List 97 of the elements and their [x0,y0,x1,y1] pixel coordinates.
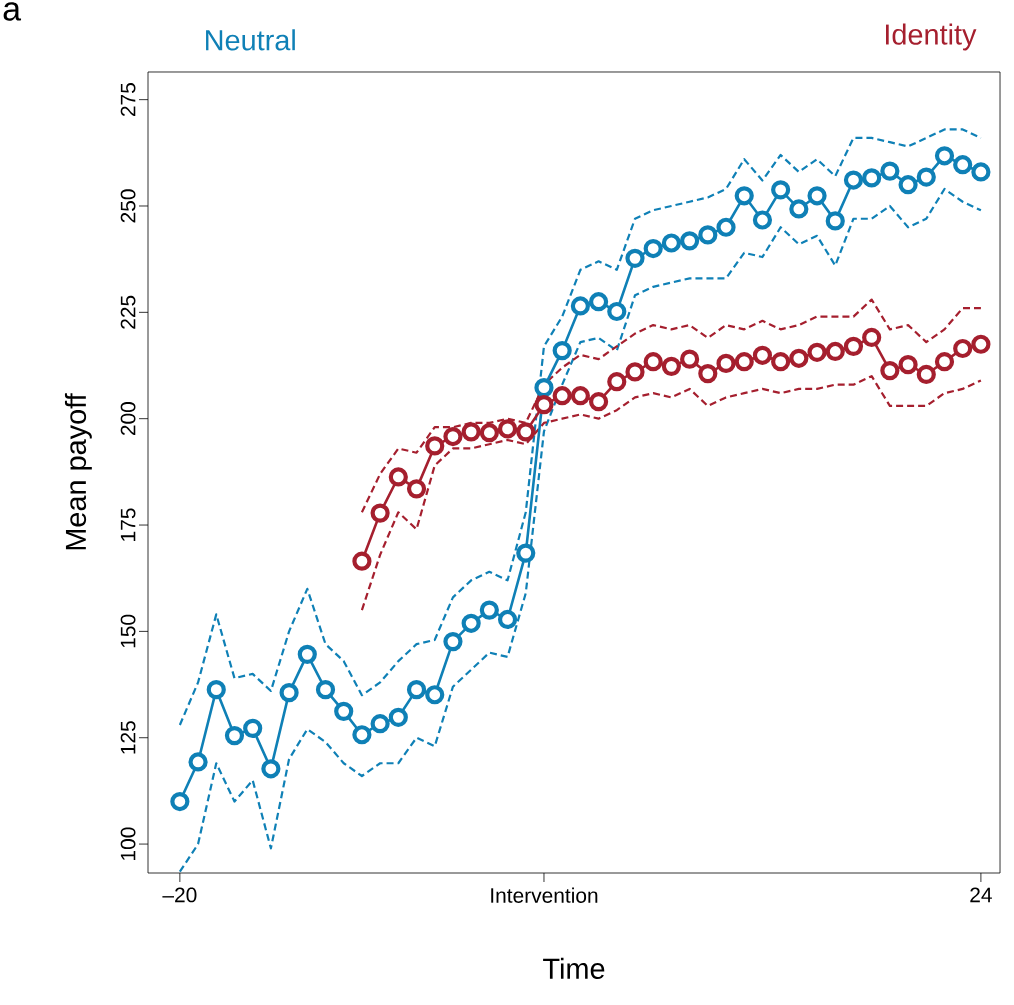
point [734,186,754,206]
point [843,336,864,356]
text: Neutral [206,29,295,51]
point [843,170,864,190]
point [771,352,791,372]
point [752,210,773,230]
point [370,503,390,523]
y-tick-label: 250 [120,189,136,223]
y-tick-label: 150 [120,614,136,648]
point [934,352,955,372]
point [752,345,773,365]
point [479,600,499,620]
point [625,248,645,268]
point [771,180,791,200]
point [680,349,700,369]
point [880,361,900,381]
point [534,395,554,415]
point [497,419,518,439]
point [297,644,317,664]
point [443,426,463,447]
point [971,334,991,354]
point [916,167,936,187]
point [388,707,408,727]
point [643,238,663,259]
text: a [3,2,22,21]
point [170,791,190,812]
point [588,392,609,412]
point [825,211,845,231]
point [443,631,463,652]
point [425,685,445,705]
x-axis-title: Time [543,957,605,979]
point [716,353,736,373]
y-tick-label: 125 [120,721,136,754]
point [588,292,609,312]
point [425,436,445,456]
point [406,479,427,499]
point [206,680,226,700]
point [388,467,408,487]
y-tick-label: 200 [120,402,136,436]
line-series [178,128,982,727]
point [898,175,918,195]
y-axis-title: Mean payoff [64,393,92,550]
point [789,348,809,368]
point [789,199,809,219]
point [570,386,590,406]
point [607,372,627,392]
point [862,327,882,348]
point [516,422,536,442]
point [953,155,973,175]
point [807,342,827,362]
x-tick-label: Intervention [491,887,598,903]
point [188,752,208,772]
point [625,362,645,382]
point [661,233,682,253]
point [461,613,481,633]
text: Identity [886,23,977,51]
point [880,161,900,181]
point [862,168,882,188]
point [315,680,336,700]
point [334,701,354,721]
point [698,225,718,245]
point [698,363,718,384]
point [680,231,700,251]
point [279,683,299,703]
point [224,726,245,746]
point [734,352,754,372]
point [516,543,536,563]
point [479,423,499,443]
point [807,186,827,206]
point [497,609,518,630]
x-tick-label: 24 [970,887,992,903]
point [661,356,682,376]
point [461,422,481,442]
x-tick-label: –20 [162,887,197,903]
point [261,759,281,779]
point [898,355,918,375]
point [243,718,263,738]
point [352,725,372,745]
point [552,386,572,406]
y-tick-label: 275 [120,83,136,117]
point [934,146,955,166]
point [534,378,554,398]
point [370,714,390,734]
point [406,680,427,700]
point [825,341,845,362]
point [916,364,936,385]
point [716,217,736,237]
point [971,162,991,182]
point [643,352,663,372]
point [352,551,372,571]
point [552,341,572,361]
y-tick-label: 225 [120,295,136,329]
y-tick-label: 175 [120,508,136,541]
point [607,301,627,322]
y-tick-label: 100 [120,827,136,860]
point [570,296,590,316]
point [953,338,973,359]
